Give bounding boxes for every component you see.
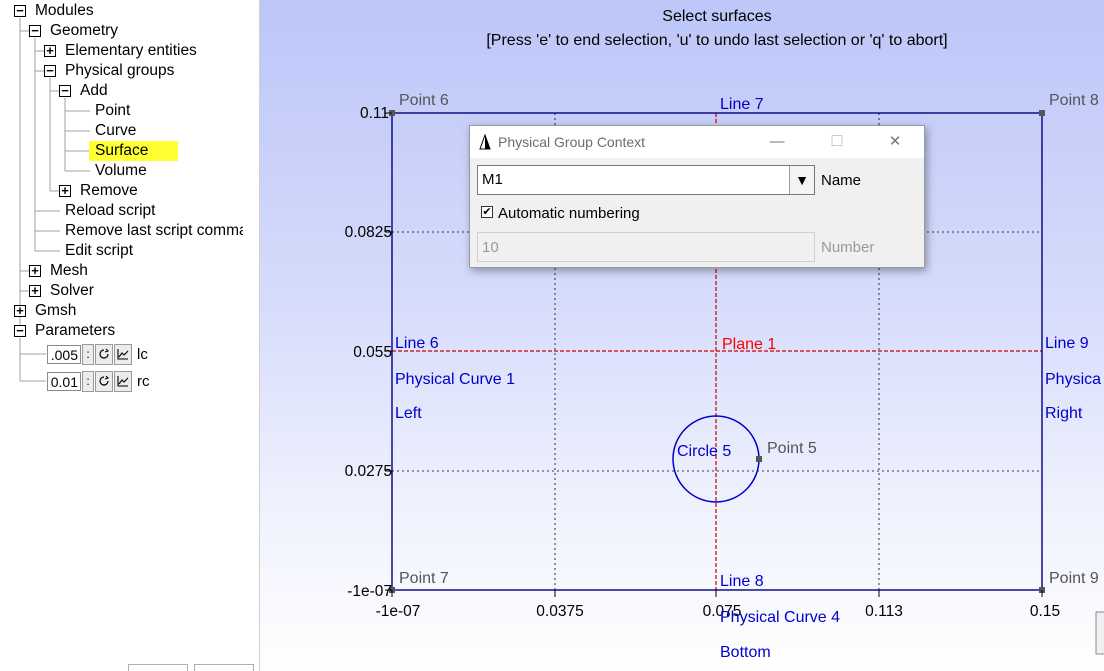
prompt-title: Select surfaces [662, 8, 771, 25]
tree-item-curve[interactable]: Curve [95, 122, 137, 139]
physical-group-dialog: Physical Group Context — ☐ ✕ M1 ▼ Name ✔… [469, 125, 925, 268]
tree-item-geometry[interactable]: Geometry [50, 22, 119, 39]
bottom-button-stub[interactable] [128, 664, 188, 671]
label-line-9: Line 9 [1045, 335, 1089, 352]
param-row-rc: 0.01 : rc [47, 370, 150, 392]
label-circle-5: Circle 5 [677, 443, 731, 460]
param-value-lc[interactable]: .005 [47, 344, 81, 364]
tree-item-modules[interactable]: Modules [35, 2, 94, 19]
graph-icon[interactable] [114, 370, 132, 392]
dialog-title: Physical Group Context [498, 134, 646, 150]
expand-remove-icon[interactable]: + [59, 184, 71, 197]
expand-gmsh-icon[interactable]: + [14, 304, 26, 317]
x-tick-label: 0.15 [1030, 603, 1060, 620]
collapse-modules-icon[interactable]: − [14, 4, 26, 17]
close-icon[interactable]: ✕ [888, 133, 902, 150]
y-tick-label: -1e-07 [347, 583, 392, 600]
tree-item-parameters[interactable]: Parameters [35, 322, 116, 339]
name-input[interactable]: M1 [482, 171, 503, 188]
label-plane-1: Plane 1 [722, 336, 776, 353]
tree-item-gmsh[interactable]: Gmsh [35, 302, 77, 319]
label-line-8: Line 8 [720, 573, 764, 590]
label-point-6: Point 6 [399, 92, 449, 109]
module-tree: − Modules − Geometry + Elementary entiti… [0, 0, 260, 671]
graph-icon[interactable] [114, 343, 132, 365]
expand-solver-icon[interactable]: + [29, 284, 41, 297]
tree-item-solver[interactable]: Solver [50, 282, 94, 299]
expand-elementary-icon[interactable]: + [44, 44, 56, 57]
tree-item-elementary-entities[interactable]: Elementary entities [65, 42, 197, 59]
label-physical-curve-right: Physica [1045, 371, 1101, 388]
tree-item-edit-script[interactable]: Edit script [65, 242, 134, 259]
tree-item-physical-groups[interactable]: Physical groups [65, 62, 175, 79]
param-value-rc[interactable]: 0.01 [47, 371, 81, 391]
gmsh-app-icon [479, 134, 491, 150]
model-canvas[interactable]: Select surfaces [Press 'e' to end select… [260, 0, 1104, 671]
label-line-7: Line 7 [720, 96, 764, 113]
label-physical-curve-1: Physical Curve 1 [395, 371, 515, 388]
param-name-rc: rc [137, 372, 150, 390]
collapse-physical-icon[interactable]: − [44, 64, 56, 77]
y-tick-label: 0.11 [360, 105, 389, 122]
prompt-hint: [Press 'e' to end selection, 'u' to undo… [486, 32, 947, 49]
graphics-viewport[interactable]: Select surfaces [Press 'e' to end select… [260, 0, 1104, 671]
loop-icon[interactable] [95, 370, 113, 392]
tick-marks [385, 112, 1043, 597]
tree-item-add[interactable]: Add [80, 82, 108, 99]
collapse-parameters-icon[interactable]: − [14, 324, 26, 337]
x-tick-label: -1e-07 [376, 603, 421, 620]
number-input: 10 [477, 232, 815, 262]
number-label: Number [821, 239, 875, 256]
automatic-numbering-label[interactable]: Automatic numbering [498, 205, 640, 222]
param-name-lc: lc [137, 345, 148, 363]
x-tick-label: 0.0375 [536, 603, 583, 620]
tree-item-remove[interactable]: Remove [80, 182, 138, 199]
tree-item-reload-script[interactable]: Reload script [65, 202, 156, 219]
minimize-icon[interactable]: — [769, 133, 785, 150]
loop-icon[interactable] [95, 343, 113, 365]
name-label: Name [821, 172, 862, 189]
dropdown-arrow-icon[interactable]: ▼ [789, 166, 814, 194]
maximize-icon: ☐ [830, 133, 844, 150]
label-point-7: Point 7 [399, 570, 449, 587]
collapse-add-icon[interactable]: − [59, 84, 71, 97]
dialog-titlebar[interactable]: Physical Group Context — ☐ ✕ [470, 126, 924, 158]
y-tick-label: 0.0825 [345, 224, 392, 241]
param-menu-button[interactable]: : [82, 370, 94, 392]
x-tick-label: 0.075 [703, 603, 742, 620]
tree-item-remove-last-script-command[interactable]: Remove last script comma [65, 222, 243, 239]
label-bottom: Bottom [720, 644, 771, 661]
x-tick-label: 0.113 [865, 603, 903, 620]
label-left: Left [395, 405, 422, 422]
label-point-9: Point 9 [1049, 570, 1099, 587]
y-tick-label: 0.0275 [345, 463, 392, 480]
tree-item-volume[interactable]: Volume [95, 162, 147, 179]
name-combobox[interactable]: M1 ▼ [477, 165, 815, 195]
tree-guide-lines [19, 18, 90, 382]
label-point-8: Point 8 [1049, 92, 1099, 109]
label-right: Right [1045, 405, 1083, 422]
expand-mesh-icon[interactable]: + [29, 264, 41, 277]
param-menu-button[interactable]: : [82, 343, 94, 365]
y-tick-label: 0.055 [353, 344, 392, 361]
edge-widget-stub[interactable] [1095, 611, 1104, 655]
automatic-numbering-checkbox[interactable]: ✔ [481, 206, 493, 218]
bottom-button-stub[interactable] [194, 664, 254, 671]
tree-item-mesh[interactable]: Mesh [50, 262, 88, 279]
param-row-lc: .005 : lc [47, 343, 148, 365]
tree-item-surface[interactable]: Surface [89, 141, 178, 161]
label-physical-curve-4: Physical Curve 4 [720, 609, 840, 626]
number-value: 10 [482, 239, 499, 256]
tree-item-point[interactable]: Point [95, 102, 131, 119]
label-line-6: Line 6 [395, 335, 439, 352]
label-point-5: Point 5 [767, 440, 817, 457]
collapse-geometry-icon[interactable]: − [29, 24, 41, 37]
